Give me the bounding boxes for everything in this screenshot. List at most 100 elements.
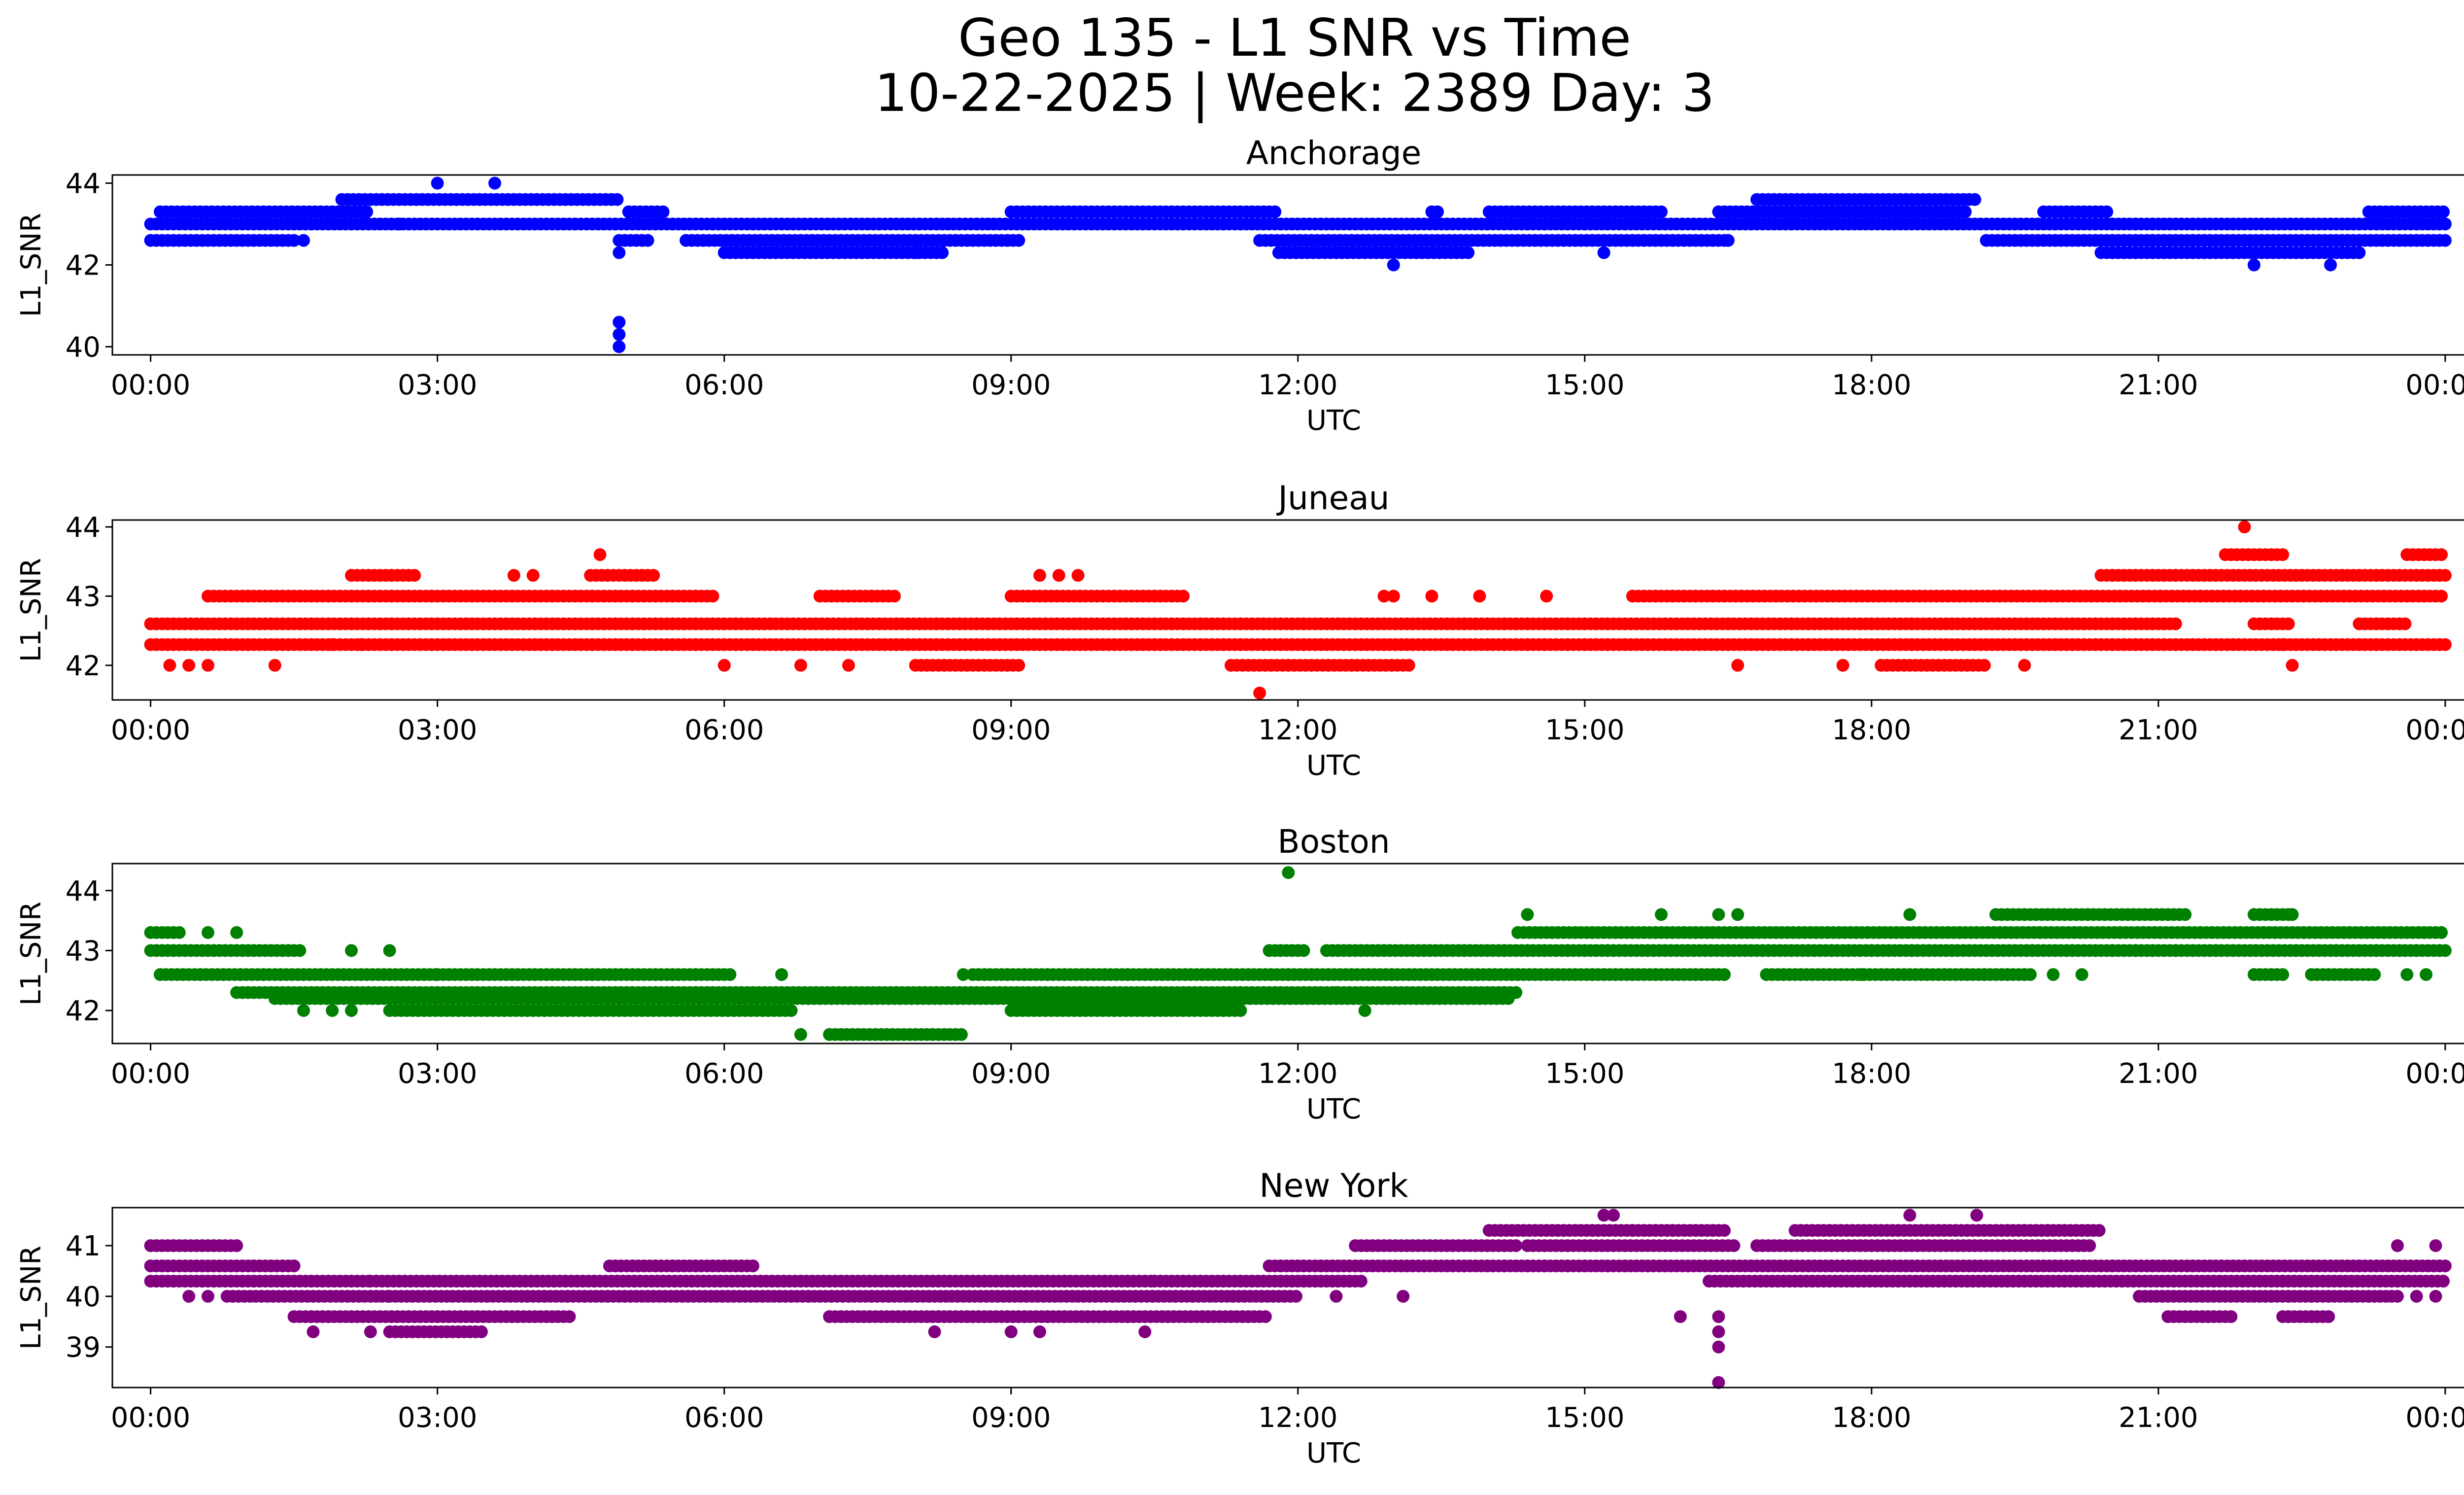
y-axis-label: L1_SNR [15,902,47,1006]
data-point [526,569,540,582]
data-point [1387,590,1400,603]
x-tick-label: 06:00 [684,714,764,746]
data-point [2438,234,2452,247]
data-point [2368,968,2381,981]
data-point [1855,968,1869,981]
data-point [2420,968,2433,981]
data-point [775,968,788,981]
data-point [1712,1340,1725,1354]
data-point [2276,548,2290,561]
data-point [785,1004,798,1017]
x-tick-label: 00:00 [2405,1058,2464,1090]
data-point [287,234,301,247]
data-point [794,659,807,672]
data-point [2169,617,2182,630]
y-tick-label: 42 [66,650,101,682]
data-point [2276,968,2290,981]
y-tick-label: 43 [66,581,101,613]
data-point [611,193,624,206]
data-point [307,1325,320,1338]
data-point [1731,659,1745,672]
data-point [2179,908,2192,921]
x-tick-label: 15:00 [1545,369,1624,401]
data-point [1712,1310,1725,1323]
data-point [593,548,607,561]
data-point [1903,1209,1916,1222]
data-point [1718,1224,1731,1237]
data-point [2276,638,2290,651]
x-tick-label: 15:00 [1545,714,1624,746]
data-point [1176,590,1190,603]
data-point [1282,866,1295,879]
data-point [287,1259,301,1273]
figure-title-line1: Geo 135 - L1 SNR vs Time [958,8,1631,68]
x-tick-label: 00:00 [2405,369,2464,401]
y-tick-label: 42 [66,250,101,282]
data-point [1731,908,1745,921]
data-point [1033,569,1046,582]
data-point [2100,205,2114,218]
data-point [1268,205,1282,218]
data-point [1978,659,1991,672]
data-point [1970,1209,1984,1222]
x-tick-label: 09:00 [971,369,1051,401]
data-point [1387,258,1400,272]
data-point [326,638,339,651]
x-tick-label: 00:00 [111,1058,190,1090]
data-point [345,944,358,957]
data-point [2286,908,2299,921]
data-point [230,1239,243,1252]
data-point [2437,1275,2450,1288]
data-point [163,659,176,672]
panel-title: Anchorage [1246,134,1422,172]
data-point [1727,1239,1741,1252]
data-point [2438,638,2452,651]
x-tick-label: 12:00 [1258,1058,1337,1090]
data-point [936,246,949,259]
data-point [2435,590,2448,603]
y-tick-label: 44 [66,875,101,907]
y-axis-label: L1_SNR [15,558,47,662]
data-point [1509,1239,1523,1252]
data-point [2400,968,2414,981]
data-point [641,234,654,247]
data-point [2075,968,2088,981]
x-tick-label: 18:00 [1832,369,1911,401]
data-point [1473,590,1486,603]
data-point [1521,908,1534,921]
data-point [293,944,307,957]
data-point [1425,590,1438,603]
x-tick-label: 03:00 [398,714,477,746]
data-point [1297,944,1310,957]
y-tick-label: 42 [66,995,101,1027]
data-point [647,569,660,582]
data-point [909,246,922,259]
y-axis-label: L1_SNR [15,213,47,317]
data-point [842,659,855,672]
scatter-series [144,176,2452,353]
data-point [613,246,626,259]
data-point [1234,1004,1247,1017]
data-point [1354,1275,1368,1288]
data-point [1330,986,1343,999]
data-point [393,217,406,231]
data-point [2247,258,2260,272]
data-point [202,659,214,672]
data-point [2322,1310,2335,1323]
data-point [2324,258,2337,272]
data-point [2435,548,2448,561]
data-point [1012,234,1026,247]
data-point [746,1259,759,1273]
data-point [2353,246,2366,259]
x-tick-label: 00:00 [111,714,190,746]
data-point [1607,1209,1620,1222]
x-axis-label: UTC [1306,1093,1361,1125]
data-point [2224,1310,2238,1323]
data-point [1012,659,1026,672]
data-point [1289,1289,1302,1303]
data-point [383,944,396,957]
data-point [723,968,737,981]
panel-title: New York [1259,1167,1408,1205]
